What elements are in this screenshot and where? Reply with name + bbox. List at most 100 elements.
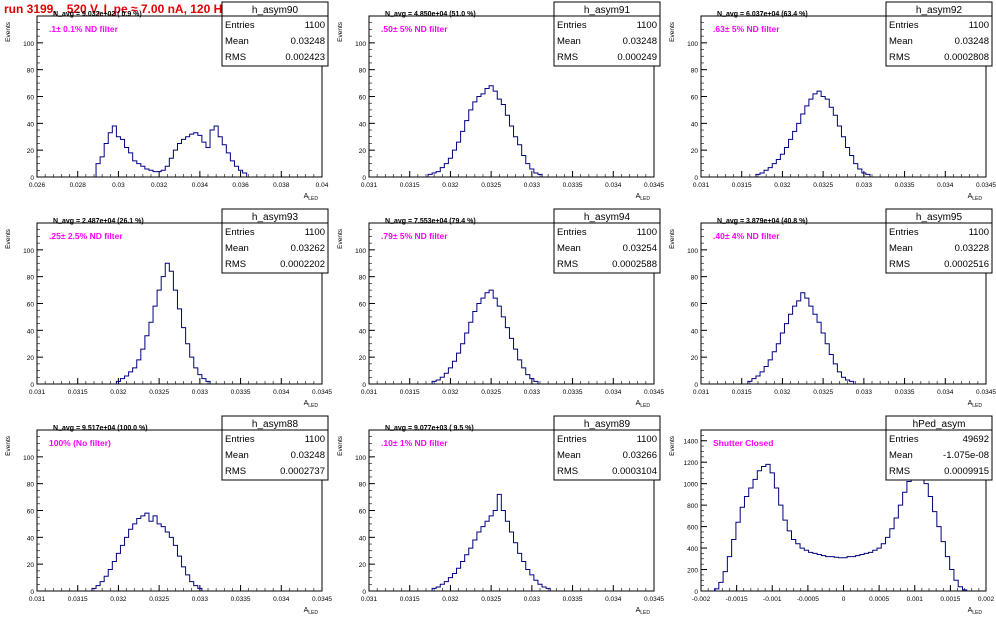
histogram-line [91, 512, 203, 591]
histogram-bin [522, 561, 526, 591]
histogram-bin [505, 328, 509, 384]
histogram-bin [120, 545, 124, 591]
histogram-bin [776, 344, 780, 384]
x-tick-label: 0.034 [273, 389, 290, 396]
navg-label: N_avg = 9.032e+02 ( 0.9 %) [53, 11, 142, 18]
stats-rms-label: RMS [889, 259, 910, 270]
stats-rms-label: RMS [557, 466, 578, 477]
x-tick-label: 0.04 [316, 182, 329, 189]
histogram-bin [950, 570, 954, 591]
stats-entries-value: 1100 [305, 227, 325, 238]
histogram-bin [898, 505, 902, 591]
y-axis-label: Events [669, 228, 676, 249]
stats-rms-value: 0.0002808 [944, 52, 989, 63]
histogram-bin [760, 372, 764, 384]
histogram-bin [194, 368, 198, 384]
histogram-bin [157, 524, 161, 591]
filter-annotation: .40± 4% ND filter [713, 231, 780, 241]
histogram-bin [526, 375, 530, 384]
histogram-line [431, 289, 539, 384]
histogram-bin [768, 168, 772, 177]
x-tick-label: 0.0345 [976, 389, 996, 396]
histogram-bin [190, 134, 194, 177]
stats-box [553, 15, 661, 67]
x-tick-label: 0.034 [605, 182, 622, 189]
stats-box [221, 15, 329, 67]
stats-entries-label: Entries [889, 20, 919, 31]
histogram-bin [169, 537, 173, 591]
stats-entries-value: 1100 [637, 227, 657, 238]
histogram-bin [448, 368, 452, 384]
histogram-name: h_asym88 [252, 419, 299, 430]
histogram-bin [789, 139, 793, 177]
histogram-bin [843, 558, 847, 591]
x-tick-label: 0.0315 [732, 389, 752, 396]
y-tick-label: 0 [30, 175, 34, 182]
histogram-name: h_asym94 [584, 212, 631, 223]
histogram-bin [145, 513, 149, 591]
histogram-bin [177, 556, 181, 591]
x-tick-label: 0.033 [524, 182, 541, 189]
histogram-bin [740, 507, 744, 591]
histogram-bin [194, 133, 198, 177]
histogram-bin [457, 353, 461, 384]
navg-label: N_avg = 9.517e+04 (100.0 %) [53, 425, 148, 432]
histogram-bin [501, 511, 505, 592]
histogram-line [427, 85, 543, 177]
histogram-bin [538, 174, 542, 177]
histogram-bin [509, 532, 513, 591]
y-axis-label: Events [669, 435, 676, 456]
histogram-bin [962, 590, 966, 591]
histogram-bin [805, 298, 809, 384]
stats-mean-label: Mean [225, 243, 249, 254]
stats-mean-label: Mean [225, 36, 249, 47]
stats-mean-label: Mean [225, 450, 249, 461]
navg-label: N_avg = 4.850e+04 (51.0 %) [385, 11, 476, 18]
stats-rms-value: 0.0002737 [280, 466, 325, 477]
histogram-bin [129, 529, 133, 591]
x-tick-label: 0.031 [361, 389, 378, 396]
histogram-bin [465, 121, 469, 177]
x-tick-label: 0.031 [29, 596, 46, 603]
histogram-bin [756, 174, 760, 177]
x-tick-label: 0.0315 [68, 596, 88, 603]
x-tick-label: 0.031 [361, 596, 378, 603]
x-tick-label: -0.0005 [797, 596, 819, 603]
histogram-bin [779, 505, 783, 591]
stats-entries-label: Entries [557, 20, 587, 31]
y-tick-label: 0 [362, 382, 366, 389]
histogram-bin [877, 548, 881, 591]
stats-entries-value: 1100 [969, 227, 989, 238]
y-tick-label: 800 [687, 503, 698, 510]
y-tick-label: 40 [691, 328, 699, 335]
histogram-line [95, 125, 248, 177]
x-tick-label: 0.0315 [732, 182, 752, 189]
filter-annotation: 100% (No filter) [49, 438, 111, 448]
stats-mean-label: Mean [557, 450, 581, 461]
stats-entries-label: Entries [225, 20, 255, 31]
histogram-bin [501, 105, 505, 177]
x-tick-label: 0.0335 [563, 389, 583, 396]
y-tick-label: 600 [687, 525, 698, 532]
histogram-bin [432, 173, 436, 177]
y-tick-label: 1000 [684, 482, 699, 489]
histogram-bin [461, 344, 465, 384]
histogram-bin [732, 539, 736, 591]
histogram-bin [440, 584, 444, 591]
histogram-bin [444, 373, 448, 384]
histogram-line [115, 262, 211, 384]
y-tick-label: 20 [27, 562, 35, 569]
histogram-bin [907, 482, 911, 591]
histogram-bin [198, 375, 202, 384]
x-tick-label: 0.0325 [813, 182, 833, 189]
x-axis-label: ALED [968, 193, 983, 202]
histogram-bin [161, 277, 165, 384]
stats-rms-value: 0.0002588 [612, 259, 657, 270]
y-axis-label: Events [337, 435, 344, 456]
stats-box [221, 429, 329, 481]
y-tick-label: 1200 [684, 460, 699, 467]
histogram-line [431, 493, 551, 591]
stats-rms-label: RMS [557, 259, 578, 270]
histogram-bin [469, 548, 473, 591]
